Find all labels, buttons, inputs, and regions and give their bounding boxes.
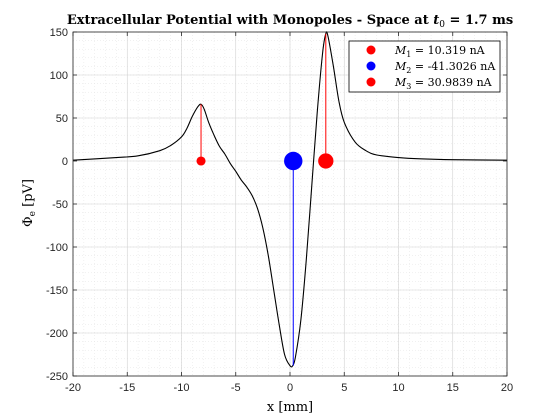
- y-tick-label: 100: [50, 70, 68, 82]
- legend-label-m2: M2 = -41.3026 nA: [394, 60, 496, 75]
- legend-entry-m3: M3 = 30.9839 nA: [366, 76, 493, 91]
- y-tick-label: -150: [46, 285, 68, 297]
- y-tick-label: 50: [56, 113, 68, 125]
- monopole-marker-1: [196, 156, 206, 166]
- y-tick-label: -250: [46, 371, 68, 383]
- x-axis-label: x [mm]: [267, 400, 313, 415]
- x-tick-label: -20: [65, 382, 81, 394]
- x-tick-label: -15: [119, 382, 135, 394]
- legend-marker-m2: [366, 61, 376, 71]
- chart-title: Extracellular Potential with Monopoles -…: [67, 13, 513, 30]
- x-tick-label: 20: [501, 382, 513, 394]
- legend-marker-m1: [366, 45, 376, 55]
- legend-label-m3: M3 = 30.9839 nA: [394, 76, 493, 91]
- x-tick-label: 0: [287, 382, 293, 394]
- y-axis-label: Φe [pV]: [21, 179, 38, 227]
- y-tick-label: 150: [50, 27, 68, 39]
- y-tick-label: -100: [46, 242, 68, 254]
- x-tick-label: 15: [447, 382, 459, 394]
- potential-curve: [72, 31, 508, 368]
- x-tick-label: 5: [341, 382, 347, 394]
- legend-entry-m1: M1 = 10.319 nA: [366, 44, 486, 59]
- legend-label-m1: M1 = 10.319 nA: [394, 44, 486, 59]
- y-tick-label: -200: [46, 328, 68, 340]
- x-tick-label: -10: [174, 382, 190, 394]
- legend-marker-m3: [366, 77, 376, 87]
- y-tick-label: 0: [62, 156, 68, 168]
- y-tick-label: -50: [52, 199, 68, 211]
- x-tick-label: 10: [392, 382, 404, 394]
- monopole-marker-3: [318, 153, 334, 169]
- x-tick-label: -5: [231, 382, 241, 394]
- legend-entry-m2: M2 = -41.3026 nA: [366, 60, 496, 75]
- monopole-marker-2: [284, 151, 303, 171]
- legend: M1 = 10.319 nA M2 = -41.3026 nA M3 = 30.…: [348, 40, 501, 93]
